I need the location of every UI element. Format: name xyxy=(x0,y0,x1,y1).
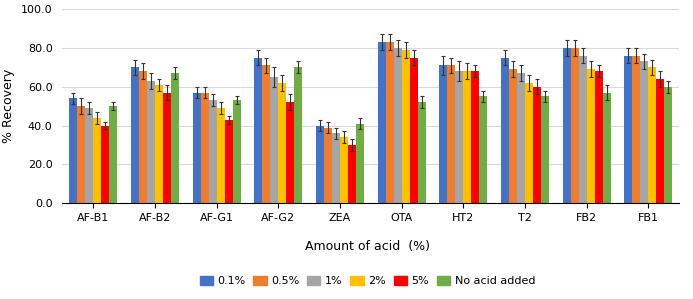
Bar xyxy=(410,57,418,203)
Bar xyxy=(348,145,356,203)
Bar xyxy=(262,65,270,203)
Bar xyxy=(209,100,216,203)
Bar xyxy=(640,62,649,203)
Bar xyxy=(356,124,364,203)
Bar xyxy=(171,73,179,203)
Bar xyxy=(455,71,463,203)
Bar xyxy=(332,133,340,203)
Bar xyxy=(501,57,509,203)
Bar xyxy=(295,67,302,203)
Bar xyxy=(85,108,93,203)
Bar xyxy=(517,73,525,203)
Bar xyxy=(163,93,171,203)
Bar xyxy=(648,67,656,203)
Bar xyxy=(463,71,471,203)
Bar xyxy=(632,56,640,203)
Bar xyxy=(447,65,455,203)
Bar xyxy=(480,96,487,203)
Bar xyxy=(324,127,332,203)
Bar xyxy=(316,126,324,203)
Bar xyxy=(603,93,611,203)
Bar xyxy=(77,106,85,203)
Bar xyxy=(385,42,394,203)
Bar xyxy=(541,96,549,203)
Bar xyxy=(270,77,279,203)
Legend: 0.1%, 0.5%, 1%, 2%, 5%, No acid added: 0.1%, 0.5%, 1%, 2%, 5%, No acid added xyxy=(195,271,540,290)
Bar xyxy=(402,50,410,203)
Bar xyxy=(69,98,77,203)
Bar xyxy=(101,126,109,203)
Bar xyxy=(378,42,385,203)
Bar xyxy=(254,57,262,203)
Bar xyxy=(109,106,117,203)
Bar xyxy=(656,79,665,203)
Y-axis label: % Recovery: % Recovery xyxy=(3,69,15,143)
Bar xyxy=(586,69,595,203)
Bar xyxy=(471,71,480,203)
Bar xyxy=(93,118,101,203)
Bar xyxy=(200,93,209,203)
Bar xyxy=(665,87,672,203)
Bar xyxy=(595,71,603,203)
Bar xyxy=(225,120,233,203)
Text: Amount of acid  (%): Amount of acid (%) xyxy=(305,240,430,253)
Bar xyxy=(439,65,447,203)
Bar xyxy=(147,81,155,203)
Bar xyxy=(418,102,426,203)
Bar xyxy=(579,56,586,203)
Bar xyxy=(193,93,200,203)
Bar xyxy=(279,83,286,203)
Bar xyxy=(286,102,295,203)
Bar xyxy=(155,85,163,203)
Bar xyxy=(570,48,579,203)
Bar xyxy=(394,48,401,203)
Bar xyxy=(533,87,541,203)
Bar xyxy=(340,137,348,203)
Bar xyxy=(216,108,225,203)
Bar xyxy=(624,56,632,203)
Bar xyxy=(525,83,533,203)
Bar xyxy=(131,67,139,203)
Bar xyxy=(139,71,147,203)
Bar xyxy=(233,100,240,203)
Bar xyxy=(563,48,570,203)
Bar xyxy=(509,69,517,203)
